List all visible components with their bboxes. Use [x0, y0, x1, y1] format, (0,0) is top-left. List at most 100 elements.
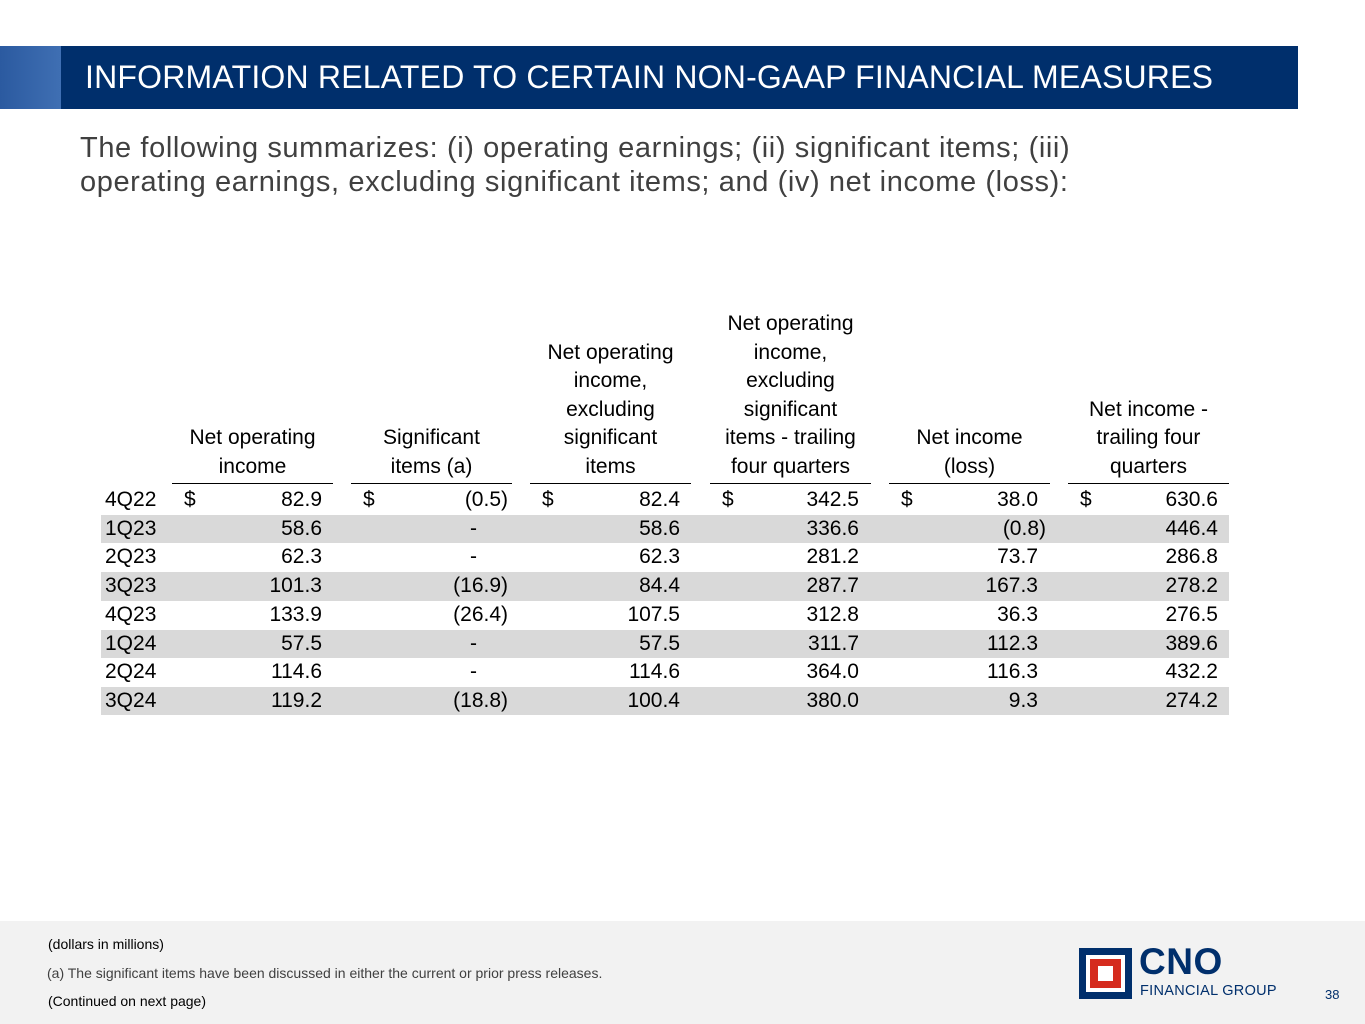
- table-cell: 336.6: [806, 516, 859, 540]
- table-cell: (26.4): [453, 602, 508, 626]
- row-period: 3Q23: [105, 574, 157, 598]
- table-cell: (0.8): [1002, 516, 1046, 540]
- table-cell: 276.5: [1165, 602, 1218, 626]
- table-cell: 287.7: [806, 574, 859, 598]
- column-header: Significant items (a): [351, 424, 512, 481]
- table-cell: 274.2: [1165, 688, 1218, 712]
- column-header: Net operating income, excluding significant…: [530, 339, 691, 482]
- continued-note: (Continued on next page): [48, 993, 206, 1009]
- table-cell: 389.6: [1165, 631, 1218, 655]
- currency-symbol: $: [901, 488, 913, 511]
- table-cell: 281.2: [806, 545, 859, 569]
- column-header-line: Net income: [916, 426, 1023, 449]
- table-cell: 62.3: [639, 545, 680, 569]
- table-cell: 9.3: [1008, 688, 1038, 712]
- table-cell: 73.7: [997, 545, 1038, 569]
- column-header-line: income,: [753, 340, 828, 364]
- title-bar-accent: [0, 46, 61, 109]
- column-header: Net income - trailing four quarters: [1068, 396, 1229, 482]
- cno-logo: CNO FINANCIAL GROUP: [1079, 941, 1289, 1001]
- table-cell: 119.2: [271, 688, 322, 712]
- table-cell: 112.3: [987, 631, 1038, 655]
- row-period: 2Q24: [105, 660, 157, 684]
- table-cell: 36.3: [997, 602, 1038, 626]
- column-header-line: trailing four: [1096, 426, 1201, 449]
- table-cell: 82.9: [281, 488, 322, 511]
- table-cell: 167.3: [985, 574, 1038, 598]
- table-row: 4Q23 133.9 (26.4) 107.5 312.8 36.3 276.5: [101, 601, 1229, 630]
- column-header: Net operating income, excluding significant…: [710, 310, 871, 481]
- column-header-line: Net operating: [189, 426, 316, 449]
- column-header-rule: [530, 483, 691, 484]
- cno-logo-mark-icon: [1079, 948, 1132, 999]
- table-row: 3Q24 119.2 (18.8) 100.4 380.0 9.3 274.2: [101, 686, 1229, 716]
- column-header-line: excluding: [746, 369, 835, 392]
- currency-symbol: $: [542, 488, 554, 511]
- table-cell: 114.6: [271, 660, 322, 684]
- table-cell: 432.2: [1165, 660, 1218, 684]
- table-cell: -: [470, 660, 477, 684]
- column-header-rule: [889, 483, 1050, 484]
- page-number: 38: [1325, 987, 1340, 1002]
- footnote: (a) The significant items have been disc…: [47, 965, 603, 981]
- table-cell: 133.9: [269, 602, 322, 626]
- row-period: 4Q23: [105, 602, 157, 626]
- table-cell: 278.2: [1165, 574, 1218, 598]
- table-cell: -: [470, 516, 477, 540]
- column-header-line: significant: [563, 426, 658, 449]
- table-cell: 114.6: [629, 660, 680, 684]
- table-cell: 62.3: [281, 545, 322, 569]
- column-header-line: Net operating: [727, 312, 854, 335]
- table-row: 1Q24 57.5 - 57.5 311.7 112.3 389.6: [101, 629, 1229, 658]
- table-cell: 100.4: [627, 688, 680, 712]
- table-cell: 311.7: [808, 631, 859, 655]
- table-cell: (16.9): [453, 574, 508, 598]
- column-header-line: Significant: [383, 426, 480, 449]
- table-cell: 380.0: [806, 688, 859, 712]
- table-cell: (0.5): [464, 488, 508, 511]
- logo-tagline: FINANCIAL GROUP: [1140, 983, 1277, 999]
- logo-wordmark: CNO: [1139, 941, 1223, 982]
- table-cell: 57.5: [281, 631, 322, 655]
- table-cell: 107.5: [627, 602, 680, 626]
- table-cell: 58.6: [281, 516, 322, 540]
- table-cell: 82.4: [639, 488, 680, 511]
- table-cell: 364.0: [806, 660, 859, 684]
- column-header-line: items: [585, 454, 636, 478]
- footer: [0, 921, 1365, 1024]
- column-header-line: Net income -: [1088, 397, 1209, 421]
- column-header-rule: [351, 483, 512, 484]
- column-header-line: four quarters: [730, 454, 851, 478]
- unit-note: (dollars in millions): [48, 936, 164, 952]
- title-bar: INFORMATION RELATED TO CERTAIN NON-GAAP …: [61, 46, 1298, 109]
- column-header: Net income (loss): [889, 424, 1050, 481]
- table-cell: 342.5: [806, 488, 859, 511]
- table-cell: 84.4: [639, 574, 680, 598]
- column-header-rule: [1068, 483, 1229, 484]
- table-cell: 312.8: [806, 602, 859, 626]
- currency-symbol: $: [184, 488, 196, 511]
- table-cell: -: [470, 631, 477, 655]
- column-header-line: excluding: [566, 397, 655, 421]
- column-header-line: income,: [573, 369, 648, 392]
- table-cell: 101.3: [269, 574, 322, 598]
- table-row: 2Q24 114.6 - 114.6 364.0 116.3 432.2: [101, 658, 1229, 687]
- column-header-rule: [172, 483, 333, 484]
- table-row: 4Q22 $82.9 $ (0.5) $82.4 $342.5 $38.0 $630.6: [101, 486, 1229, 515]
- table-cell: 116.3: [987, 660, 1038, 684]
- column-header: Net operating income: [172, 424, 333, 481]
- table-cell: 446.4: [1165, 516, 1218, 540]
- currency-symbol: $: [363, 488, 375, 511]
- table-row: 1Q23 58.6 - 58.6 336.6 (0.8) 446.4: [101, 514, 1229, 544]
- row-period: 1Q24: [105, 631, 157, 655]
- column-header-line: items (a): [390, 454, 473, 478]
- intro-text: The following summarizes: (i) operating …: [80, 132, 1071, 198]
- table-cell: 58.6: [639, 516, 680, 540]
- column-header-line: (loss): [943, 454, 996, 478]
- table-row: 2Q23 62.3 - 62.3 281.2 73.7 286.8: [101, 543, 1229, 572]
- row-period: 1Q23: [105, 516, 157, 540]
- column-header-line: income: [218, 454, 287, 478]
- table-cell: 286.8: [1165, 545, 1218, 569]
- column-header-line: Net operating: [547, 340, 674, 364]
- column-header-line: significant: [743, 397, 838, 421]
